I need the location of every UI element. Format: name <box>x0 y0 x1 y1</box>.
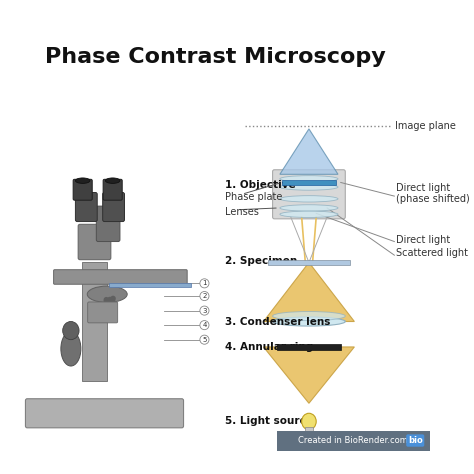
Text: Image plane: Image plane <box>395 121 456 131</box>
Ellipse shape <box>87 286 127 302</box>
Bar <box>277 344 341 350</box>
FancyBboxPatch shape <box>78 224 111 260</box>
Text: 5: 5 <box>202 337 207 343</box>
Text: Created in BioRender.com: Created in BioRender.com <box>298 436 408 445</box>
Text: bio: bio <box>408 436 423 445</box>
Ellipse shape <box>200 320 209 330</box>
Ellipse shape <box>200 292 209 301</box>
Text: 5. Light source: 5. Light source <box>225 417 313 427</box>
Ellipse shape <box>200 279 209 288</box>
Ellipse shape <box>75 178 90 183</box>
Ellipse shape <box>200 335 209 344</box>
FancyBboxPatch shape <box>103 192 125 221</box>
Text: Phase Contrast Microscopy: Phase Contrast Microscopy <box>45 47 386 67</box>
Text: 1. Objective: 1. Objective <box>225 180 296 190</box>
FancyBboxPatch shape <box>277 430 430 450</box>
Polygon shape <box>280 129 338 174</box>
Ellipse shape <box>273 317 345 326</box>
Text: Direct light: Direct light <box>396 235 450 245</box>
Bar <box>109 283 191 287</box>
Text: 3: 3 <box>202 308 207 314</box>
FancyBboxPatch shape <box>73 179 92 200</box>
FancyBboxPatch shape <box>26 399 183 428</box>
Bar <box>268 260 350 265</box>
Ellipse shape <box>280 211 338 218</box>
FancyBboxPatch shape <box>75 192 97 221</box>
Bar <box>282 180 336 185</box>
Text: 1: 1 <box>202 280 207 286</box>
FancyBboxPatch shape <box>96 206 120 242</box>
Ellipse shape <box>200 306 209 315</box>
FancyBboxPatch shape <box>54 270 187 284</box>
Bar <box>82 263 107 381</box>
FancyBboxPatch shape <box>273 170 345 219</box>
Ellipse shape <box>105 178 120 183</box>
Ellipse shape <box>280 176 338 182</box>
Text: 2: 2 <box>202 293 207 299</box>
Text: 3. Condenser lens: 3. Condenser lens <box>225 317 331 327</box>
Ellipse shape <box>280 196 338 202</box>
Text: 2. Specimen: 2. Specimen <box>225 255 298 265</box>
Ellipse shape <box>63 321 79 340</box>
Bar <box>305 427 312 432</box>
Ellipse shape <box>273 311 345 320</box>
Ellipse shape <box>61 331 81 366</box>
FancyBboxPatch shape <box>103 179 122 200</box>
Ellipse shape <box>280 184 338 190</box>
Text: 4: 4 <box>202 322 207 328</box>
Text: Lenses: Lenses <box>225 208 259 218</box>
FancyBboxPatch shape <box>88 302 118 323</box>
Text: 4. Annular ring: 4. Annular ring <box>225 342 314 352</box>
Ellipse shape <box>280 205 338 211</box>
Polygon shape <box>264 347 355 403</box>
Polygon shape <box>264 263 355 321</box>
Text: Phase plate: Phase plate <box>225 192 283 202</box>
Ellipse shape <box>301 413 316 429</box>
Text: Direct light
(phase shifted): Direct light (phase shifted) <box>396 182 470 204</box>
Text: Scattered light: Scattered light <box>396 248 468 258</box>
